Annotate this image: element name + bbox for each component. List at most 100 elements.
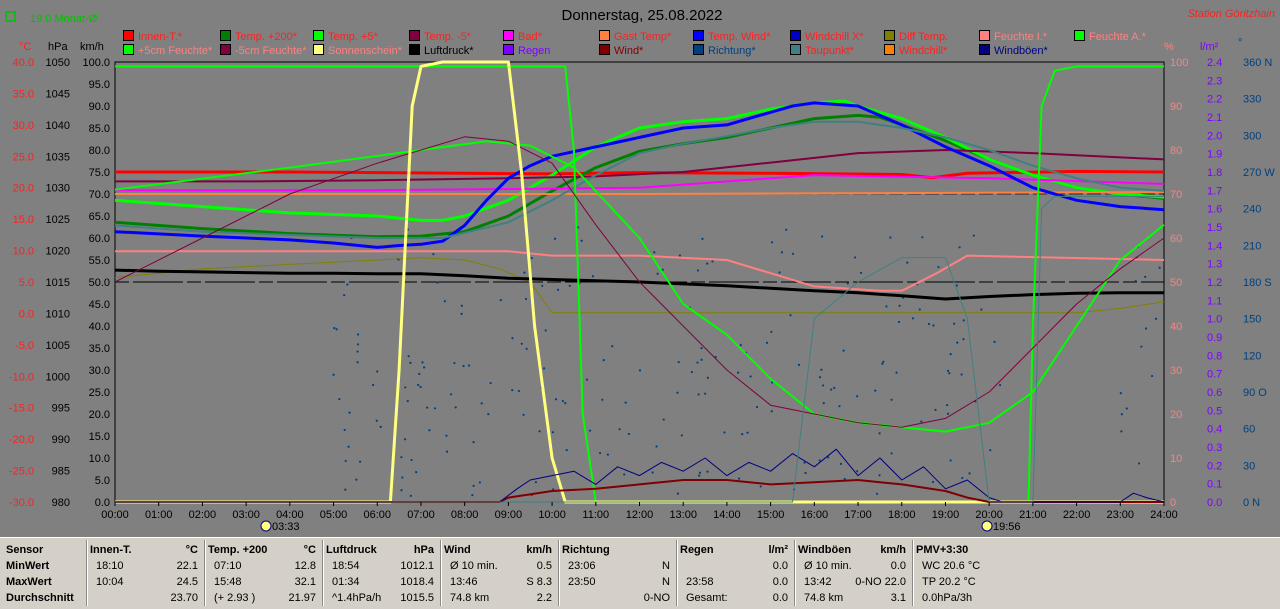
series-line [114,257,1165,314]
y-tick-percent: 60 [1170,233,1182,245]
direction-sample-dot [423,366,426,369]
direction-sample-dot [989,449,992,452]
legend-label: Wind* [614,45,644,57]
y-tick-rain: 0.2 [1207,460,1222,472]
legend-item: -5cm Feuchte* [220,44,307,57]
direction-sample-dot [789,314,792,317]
unit-speed: km/h [80,41,104,53]
direction-sample-dot [523,271,526,274]
direction-sample-dot [407,355,410,358]
direction-sample-dot [332,373,335,376]
y-tick-speed: 45.0 [89,299,110,311]
direction-sample-dot [998,383,1002,387]
x-tick-label: 21:00 [1019,509,1047,521]
y-tick-percent: 70 [1170,189,1182,201]
direction-sample-dot [426,406,429,409]
y-tick-direction: 90 O [1243,387,1267,399]
legend-label: Taupunkt* [805,45,854,57]
direction-sample-dot [759,485,762,488]
direction-sample-dot [611,345,614,348]
stats-cell-label: 23:58 [686,576,714,588]
y-tick-rain: 1.2 [1207,277,1222,289]
direction-sample-dot [530,257,533,260]
stats-cell-value: 1015.5 [400,592,434,604]
direction-sample-dot [1119,391,1122,395]
direction-sample-dot [480,402,483,405]
direction-sample-dot [404,386,407,389]
direction-sample-dot [937,265,940,269]
y-tick-temp: 20.0 [13,183,34,195]
unit-percent: % [1164,41,1174,53]
unit-rain: l/m² [1200,41,1219,53]
direction-sample-dot [554,398,558,401]
y-tick-temp: -20.0 [9,434,34,446]
x-tick-label: 09:00 [495,509,523,521]
y-tick-pressure: 1015 [46,277,70,289]
stats-cell-value: 0.0 [772,560,788,572]
direction-sample-dot [697,393,700,396]
stats-cell-value: N [662,576,670,588]
direction-sample-dot [602,358,605,362]
y-tick-rain: 1.8 [1207,167,1222,179]
legend-item: Sonnenschein* [313,44,402,57]
y-tick-direction: 270 W [1243,167,1275,179]
legend-item: Temp. +5* [313,30,378,43]
direction-sample-dot [962,338,965,341]
direction-sample-dot [680,434,683,437]
direction-sample-dot [1144,327,1148,330]
y-tick-rain: 0.0 [1207,497,1222,509]
direction-sample-dot [651,471,654,474]
direction-sample-dot [627,432,631,436]
direction-sample-dot [472,440,475,444]
y-tick-speed: 55.0 [89,255,110,267]
direction-sample-dot [927,322,931,326]
legend-item: Richtung* [693,44,756,57]
y-tick-rain: 0.1 [1207,479,1222,491]
legend-swatch [1074,30,1085,41]
direction-sample-dot [878,474,881,477]
y-tick-pressure: 1010 [46,308,70,320]
legend-label: Temp. -5* [424,31,472,43]
direction-sample-dot [856,470,859,473]
sunset-time: 19:56 [993,521,1021,533]
stats-group-title: Innen-T. [90,544,132,556]
stats-cell-value: 0.0 [772,592,788,604]
stats-group: Luftdruck hPa 18:54 1012.1 01:34 1018.4 ^1.4hP… [326,538,434,609]
direction-sample-dot [591,275,595,278]
legend-item: Innen-T.* [123,30,182,43]
direction-sample-dot [661,268,664,271]
direction-sample-dot [803,461,806,464]
direction-sample-dot [833,386,836,389]
direction-sample-dot [1140,345,1143,348]
stats-cell-label: Ø 10 min. [450,560,498,572]
direction-sample-dot [524,297,528,301]
direction-sample-dot [972,234,975,237]
direction-sample-dot [778,271,781,274]
y-tick-temp: 35.0 [13,88,34,100]
y-tick-speed: 0.0 [95,497,110,509]
direction-sample-dot [890,452,893,455]
direction-sample-dot [706,376,709,379]
y-tick-pressure: 985 [52,466,70,478]
direction-sample-dot [895,371,898,374]
legend-item: Temp. -5* [409,30,471,43]
direction-sample-dot [553,237,557,240]
direction-sample-dot [568,284,571,287]
direction-sample-dot [421,361,424,364]
direction-sample-dot [400,456,403,459]
sunset-icon [981,520,993,532]
y-tick-pressure: 990 [52,434,70,446]
stats-separator [322,540,324,606]
direction-sample-dot [598,451,602,455]
direction-sample-dot [696,361,699,364]
direction-sample-dot [955,284,959,287]
direction-sample-dot [478,481,481,484]
direction-sample-dot [419,385,422,389]
series-line [115,479,1164,503]
direction-sample-dot [656,272,659,275]
y-tick-rain: 2.3 [1207,75,1222,87]
x-tick-label: 23:00 [1107,509,1135,521]
stats-group-title: PMV+3:30 [916,544,969,556]
y-tick-direction: 150 [1243,314,1261,326]
y-tick-pressure: 1005 [46,340,70,352]
